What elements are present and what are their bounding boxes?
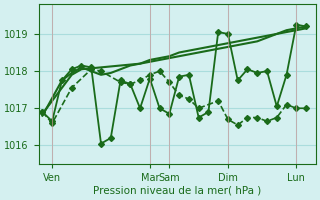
X-axis label: Pression niveau de la mer( hPa ): Pression niveau de la mer( hPa ) (93, 186, 261, 196)
